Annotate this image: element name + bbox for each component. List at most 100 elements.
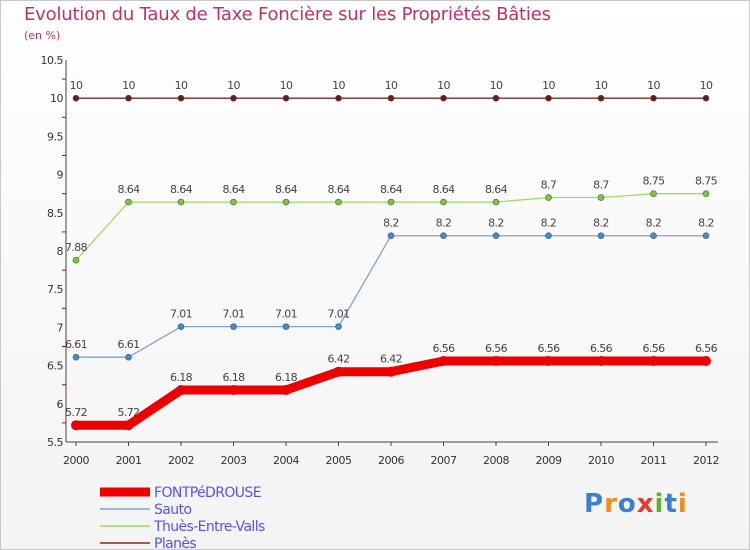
data-label: 6.56	[642, 342, 665, 355]
data-point	[72, 353, 80, 361]
data-point	[650, 232, 657, 240]
data-label: 10	[700, 79, 713, 92]
data-label: 10	[385, 79, 398, 92]
data-point	[492, 232, 500, 240]
y-tick-label: 9	[57, 169, 64, 182]
data-point	[335, 94, 342, 102]
data-label: 10	[280, 79, 293, 92]
series-line-1	[75, 235, 707, 358]
data-point	[71, 420, 81, 431]
logo-letter: P	[584, 489, 605, 519]
data-label: 8.64	[117, 183, 140, 196]
data-label: 6.56	[485, 342, 508, 355]
data-label: 8.2	[488, 217, 504, 230]
x-tick-label: 2004	[273, 454, 299, 467]
data-label: 10	[227, 79, 240, 92]
x-tick-label: 2003	[221, 454, 247, 467]
data-point	[701, 356, 711, 367]
data-point	[282, 323, 290, 330]
data-label: 8.2	[436, 217, 452, 230]
logo-letter: r	[604, 489, 618, 519]
data-point	[545, 94, 552, 102]
chart-title: Evolution du Taux de Taxe Foncière sur l…	[24, 4, 551, 25]
data-label: 6.56	[695, 342, 718, 355]
legend-label: Planès	[154, 536, 196, 550]
data-point	[597, 194, 605, 201]
data-label: 8.75	[642, 175, 665, 188]
data-point	[597, 94, 605, 102]
data-label: 6.42	[327, 353, 349, 366]
data-label: 6.42	[380, 353, 402, 366]
x-tick-label: 2005	[326, 454, 352, 467]
data-point	[123, 420, 134, 431]
data-point	[335, 198, 342, 206]
data-point	[335, 323, 342, 330]
data-point	[281, 385, 291, 396]
data-label: 7.01	[275, 308, 297, 321]
data-label: 8.2	[541, 217, 557, 230]
data-point	[545, 232, 552, 240]
x-tick-label: 2002	[168, 454, 194, 467]
x-tick-label: 2000	[63, 454, 89, 467]
data-point	[387, 232, 395, 240]
data-point	[282, 94, 290, 102]
data-point	[438, 356, 449, 367]
data-point	[491, 356, 501, 367]
data-label: 7.01	[170, 308, 192, 321]
data-point	[543, 356, 554, 367]
data-label: 6.18	[170, 371, 193, 384]
data-label: 10	[175, 79, 188, 92]
data-label: 8.2	[646, 217, 662, 230]
data-label: 10	[70, 79, 83, 92]
data-point	[440, 232, 447, 240]
data-point	[492, 198, 500, 206]
data-label: 8.64	[170, 183, 193, 196]
data-point	[282, 198, 290, 206]
data-point	[440, 94, 447, 102]
data-label: 10	[490, 79, 503, 92]
data-label: 8.7	[593, 179, 609, 192]
legend-label: Thuès-Entre-Valls	[153, 519, 265, 535]
data-point	[387, 198, 395, 206]
data-point	[125, 353, 132, 361]
logo-letter: i	[654, 489, 665, 519]
data-point	[648, 356, 659, 367]
data-point	[72, 94, 80, 102]
data-label: 6.18	[222, 371, 245, 384]
x-tick-label: 2007	[431, 454, 457, 467]
y-tick-label: 9.5	[47, 130, 63, 143]
y-tick-label: 10	[50, 92, 63, 105]
data-label: 10	[595, 79, 608, 92]
y-tick-label: 7.5	[47, 283, 63, 296]
data-point	[177, 198, 185, 206]
logo-letter: t	[664, 489, 678, 519]
legend-label: Sauto	[154, 502, 191, 518]
legend-label: FONTPéDROUSE	[154, 485, 261, 501]
data-point	[230, 94, 237, 102]
data-point	[333, 366, 344, 377]
data-point	[702, 232, 710, 240]
proxiti-logo: Proxiti	[584, 489, 688, 519]
data-point	[387, 94, 395, 102]
data-point	[228, 385, 239, 396]
data-point	[177, 94, 185, 102]
data-label: 7.01	[222, 308, 244, 321]
logo-letter: x	[636, 489, 655, 519]
data-label: 8.64	[432, 183, 455, 196]
logo-letter: o	[617, 489, 637, 519]
data-label: 6.61	[65, 338, 87, 351]
data-point	[702, 94, 710, 102]
y-tick-label: 10.5	[41, 54, 64, 67]
data-label: 8.64	[485, 183, 508, 196]
data-label: 8.64	[380, 183, 403, 196]
data-label: 7.88	[65, 241, 88, 254]
x-tick-label: 2006	[378, 454, 404, 467]
data-label: 8.2	[383, 217, 399, 230]
x-tick-label: 2008	[483, 454, 509, 467]
data-point	[545, 194, 552, 201]
data-point	[176, 385, 186, 396]
data-label: 8.75	[695, 175, 718, 188]
data-label: 10	[332, 79, 345, 92]
